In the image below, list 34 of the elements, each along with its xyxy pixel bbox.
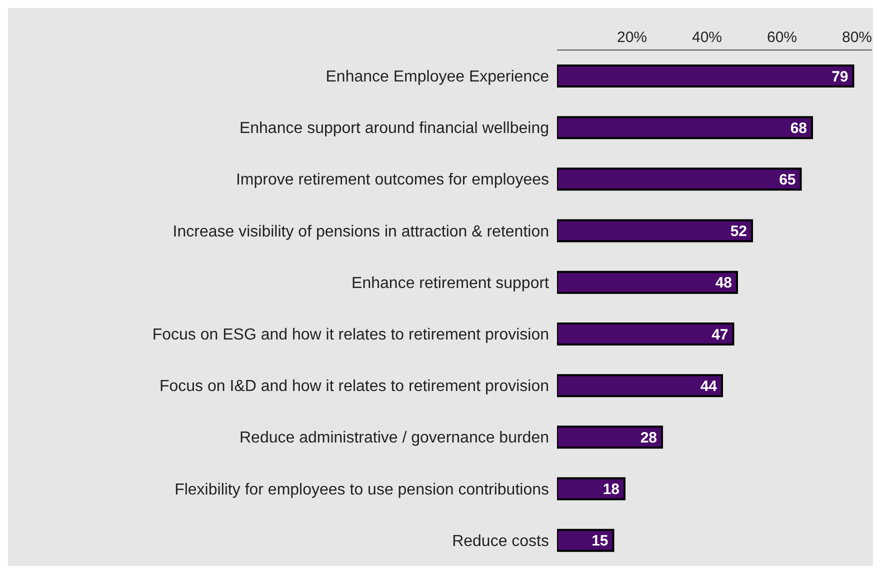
y-tick-label: Increase visibility of pensions in attraction & retention (172, 223, 549, 240)
bar (557, 528, 614, 552)
data-label: 52 (730, 223, 747, 240)
bar (557, 270, 738, 294)
bar (557, 322, 734, 346)
y-tick-label: Reduce costs (452, 532, 549, 550)
data-label: 79 (832, 68, 848, 86)
x-tick-label: 40% (692, 29, 722, 46)
x-tick-label: 80% (842, 29, 872, 46)
data-label: 18 (602, 481, 620, 498)
y-tick-label: Enhance Employee Experience (326, 68, 550, 86)
y-tick-label: Focus on ESG and how it relates to retirement provision (152, 326, 549, 344)
data-label: 15 (592, 532, 608, 550)
y-tick-label: Improve retirement outcomes for employees (236, 172, 549, 189)
bar (557, 168, 802, 191)
bar (557, 426, 663, 449)
y-tick-label: Enhance support around financial wellbeing (239, 120, 549, 138)
x-tick-label: 20% (616, 29, 648, 46)
bar (557, 477, 626, 500)
y-tick-label: Flexibility for employees to use pension contributions (174, 481, 549, 498)
data-label: 44 (700, 378, 718, 395)
data-label: 47 (712, 326, 728, 344)
data-label: 48 (715, 274, 732, 292)
data-label: 68 (790, 120, 807, 137)
y-tick-label: Reduce administrative / governance burden (239, 430, 549, 447)
bar (557, 374, 723, 398)
data-label: 65 (779, 172, 796, 189)
x-tick-label: 60% (766, 29, 798, 46)
y-tick-label: Focus on I&D and how it relates to retirement provision (159, 378, 549, 396)
bar (557, 219, 753, 242)
data-label: 28 (640, 430, 657, 447)
y-tick-label: Enhance retirement support (352, 274, 550, 292)
bar (557, 116, 813, 140)
bar (557, 64, 854, 88)
